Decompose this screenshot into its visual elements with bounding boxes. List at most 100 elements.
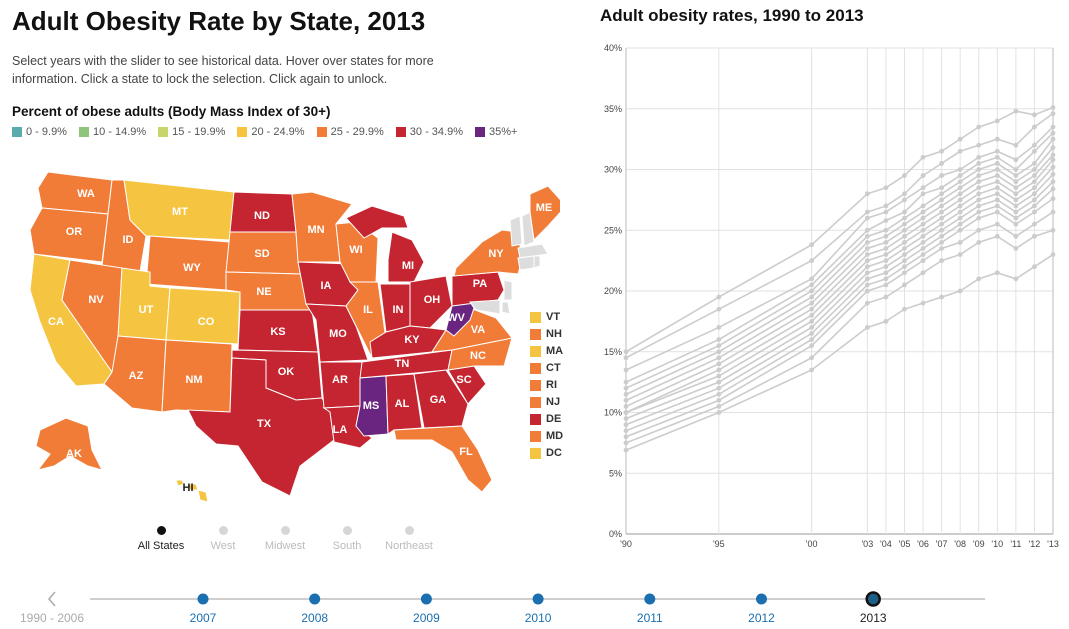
year-label-2013[interactable]: 2013 bbox=[860, 611, 887, 625]
data-point[interactable] bbox=[1032, 161, 1037, 166]
data-point[interactable] bbox=[1032, 197, 1037, 203]
data-point[interactable] bbox=[716, 385, 722, 391]
data-point[interactable] bbox=[902, 233, 907, 239]
series-line[interactable] bbox=[625, 229, 1054, 444]
data-point[interactable] bbox=[994, 161, 1000, 166]
data-point[interactable] bbox=[976, 185, 982, 191]
data-point[interactable] bbox=[809, 355, 815, 361]
data-point[interactable] bbox=[902, 264, 907, 270]
data-point[interactable] bbox=[957, 240, 963, 245]
small-state-ma[interactable]: MA bbox=[530, 345, 563, 357]
data-point[interactable] bbox=[623, 355, 629, 361]
data-point[interactable] bbox=[1013, 185, 1019, 191]
data-point[interactable] bbox=[902, 240, 907, 245]
year-label-2009[interactable]: 2009 bbox=[413, 611, 440, 625]
data-point[interactable] bbox=[716, 337, 722, 342]
data-point[interactable] bbox=[920, 246, 926, 251]
state-hi[interactable] bbox=[175, 479, 209, 503]
year-stop-2009[interactable] bbox=[420, 593, 432, 605]
data-point[interactable] bbox=[623, 349, 629, 355]
data-point[interactable] bbox=[902, 215, 907, 221]
data-point[interactable] bbox=[1032, 148, 1037, 154]
data-point[interactable] bbox=[920, 233, 926, 239]
data-point[interactable] bbox=[939, 240, 945, 245]
data-point[interactable] bbox=[864, 240, 870, 245]
data-point[interactable] bbox=[1013, 167, 1019, 172]
state-or[interactable] bbox=[29, 207, 109, 263]
state-ky[interactable] bbox=[369, 325, 447, 359]
data-point[interactable] bbox=[939, 246, 945, 251]
data-point[interactable] bbox=[1050, 227, 1056, 233]
state-fl[interactable] bbox=[393, 425, 493, 493]
data-point[interactable] bbox=[902, 306, 907, 312]
data-point[interactable] bbox=[1013, 142, 1019, 148]
data-point[interactable] bbox=[902, 252, 907, 257]
data-point[interactable] bbox=[809, 300, 815, 306]
data-point[interactable] bbox=[920, 209, 926, 215]
data-point[interactable] bbox=[994, 154, 1000, 160]
data-point[interactable] bbox=[1032, 185, 1037, 191]
year-label-2008[interactable]: 2008 bbox=[301, 611, 328, 625]
data-point[interactable] bbox=[976, 215, 982, 221]
data-point[interactable] bbox=[809, 337, 815, 342]
data-point[interactable] bbox=[716, 355, 722, 361]
data-point[interactable] bbox=[1013, 209, 1019, 215]
data-point[interactable] bbox=[994, 221, 1000, 227]
data-point[interactable] bbox=[994, 173, 1000, 178]
data-point[interactable] bbox=[883, 203, 889, 209]
data-point[interactable] bbox=[623, 410, 629, 415]
data-point[interactable] bbox=[1050, 105, 1056, 110]
data-point[interactable] bbox=[864, 288, 870, 294]
data-point[interactable] bbox=[716, 379, 722, 385]
data-point[interactable] bbox=[939, 197, 945, 203]
data-point[interactable] bbox=[902, 209, 907, 215]
data-point[interactable] bbox=[902, 246, 907, 251]
data-point[interactable] bbox=[939, 227, 945, 233]
small-state-md[interactable]: MD bbox=[530, 430, 563, 442]
small-state-de[interactable]: DE bbox=[530, 413, 563, 425]
data-point[interactable] bbox=[920, 154, 926, 160]
data-point[interactable] bbox=[809, 306, 815, 312]
state-mi-up[interactable] bbox=[345, 205, 409, 239]
data-point[interactable] bbox=[864, 264, 870, 270]
data-point[interactable] bbox=[883, 252, 889, 257]
data-point[interactable] bbox=[623, 391, 629, 397]
year-label-2011[interactable]: 2011 bbox=[637, 611, 663, 625]
data-point[interactable] bbox=[864, 325, 870, 330]
year-label-2007[interactable]: 2007 bbox=[190, 611, 217, 625]
series-line[interactable] bbox=[625, 138, 1054, 389]
data-point[interactable] bbox=[957, 191, 963, 197]
year-slider[interactable]: 1990 - 2006 2007 2008 2009 2010 2011 2012 2013 bbox=[0, 580, 1069, 629]
data-point[interactable] bbox=[716, 397, 722, 403]
region-option-midwest[interactable]: Midwest bbox=[254, 526, 316, 552]
data-point[interactable] bbox=[976, 154, 982, 160]
data-point[interactable] bbox=[939, 221, 945, 227]
data-point[interactable] bbox=[994, 148, 1000, 154]
data-point[interactable] bbox=[623, 379, 629, 385]
series-line[interactable] bbox=[625, 188, 1054, 426]
region-option-west[interactable]: West bbox=[192, 526, 254, 552]
series-line[interactable] bbox=[625, 181, 1054, 420]
data-point[interactable] bbox=[1050, 186, 1056, 192]
state-md[interactable] bbox=[469, 299, 501, 315]
data-point[interactable] bbox=[809, 294, 815, 300]
series-line[interactable] bbox=[625, 126, 1054, 371]
data-point[interactable] bbox=[809, 276, 815, 282]
year-label-2010[interactable]: 2010 bbox=[525, 611, 552, 625]
data-point[interactable] bbox=[920, 227, 926, 233]
data-point[interactable] bbox=[864, 191, 870, 197]
data-point[interactable] bbox=[1013, 276, 1019, 282]
data-point[interactable] bbox=[939, 203, 945, 209]
data-point[interactable] bbox=[939, 148, 945, 154]
data-point[interactable] bbox=[957, 252, 963, 257]
year-stop-2013[interactable] bbox=[865, 591, 881, 607]
data-point[interactable] bbox=[809, 288, 815, 294]
data-point[interactable] bbox=[920, 300, 926, 306]
data-point[interactable] bbox=[716, 391, 722, 397]
data-point[interactable] bbox=[902, 173, 907, 178]
small-state-ct[interactable]: CT bbox=[530, 362, 563, 374]
data-point[interactable] bbox=[920, 173, 926, 178]
data-point[interactable] bbox=[716, 361, 722, 367]
series-line[interactable] bbox=[625, 166, 1054, 414]
data-point[interactable] bbox=[623, 428, 629, 434]
